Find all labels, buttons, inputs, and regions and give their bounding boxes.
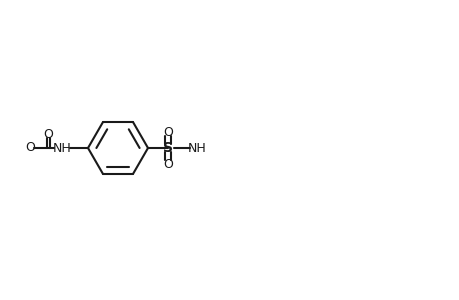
Text: O: O: [25, 140, 35, 154]
Text: O: O: [43, 128, 53, 140]
Text: O: O: [162, 158, 173, 170]
Text: S: S: [162, 141, 173, 155]
Text: O: O: [162, 125, 173, 139]
Text: NH: NH: [187, 142, 206, 154]
Text: NH: NH: [52, 142, 71, 154]
